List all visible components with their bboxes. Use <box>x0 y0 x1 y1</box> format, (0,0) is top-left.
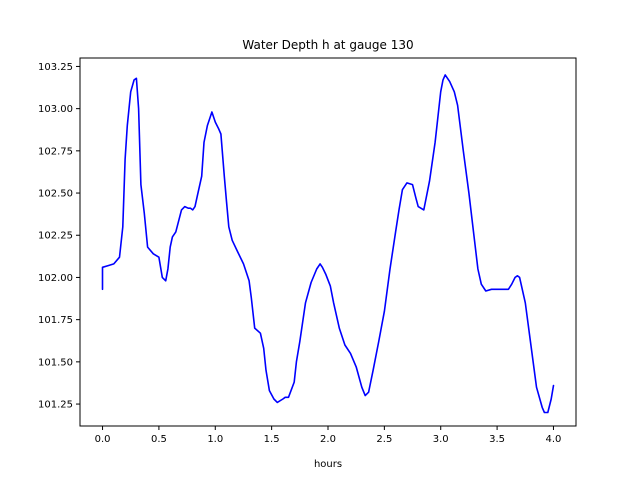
series-line-0 <box>101 74 555 414</box>
x-tick-label: 4.0 <box>546 434 562 445</box>
x-tick-label: 3.0 <box>433 434 449 445</box>
y-tick-label: 101.75 <box>38 315 73 326</box>
x-axis: 0.0 0.5 1.0 1.5 2.0 2.5 3.0 3.5 4.0 <box>95 426 562 445</box>
x-tick-label: 0.5 <box>151 434 167 445</box>
y-tick-label: 102.50 <box>38 189 73 200</box>
x-tick-label: 0.0 <box>95 434 111 445</box>
plot-frame <box>79 57 577 427</box>
y-tick-label: 102.25 <box>38 231 73 242</box>
y-tick-label: 101.50 <box>38 357 73 368</box>
y-tick-label: 103.00 <box>38 104 73 115</box>
x-tick-label: 1.5 <box>264 434 280 445</box>
y-axis: 101.25 101.50 101.75 102.00 102.25 102.50 102.… <box>38 62 80 411</box>
x-tick-label: 2.0 <box>320 434 336 445</box>
x-axis-label: hours <box>314 459 342 470</box>
chart-title: Water Depth h at gauge 130 <box>242 38 413 52</box>
x-tick-label: 1.0 <box>207 434 223 445</box>
y-tick-label: 102.00 <box>38 273 73 284</box>
y-tick-label: 103.25 <box>38 62 73 73</box>
series-layer <box>101 74 555 414</box>
x-tick-label: 2.5 <box>376 434 392 445</box>
y-tick-label: 102.75 <box>38 146 73 157</box>
y-tick-label: 101.25 <box>38 400 73 411</box>
x-tick-label: 3.5 <box>489 434 505 445</box>
